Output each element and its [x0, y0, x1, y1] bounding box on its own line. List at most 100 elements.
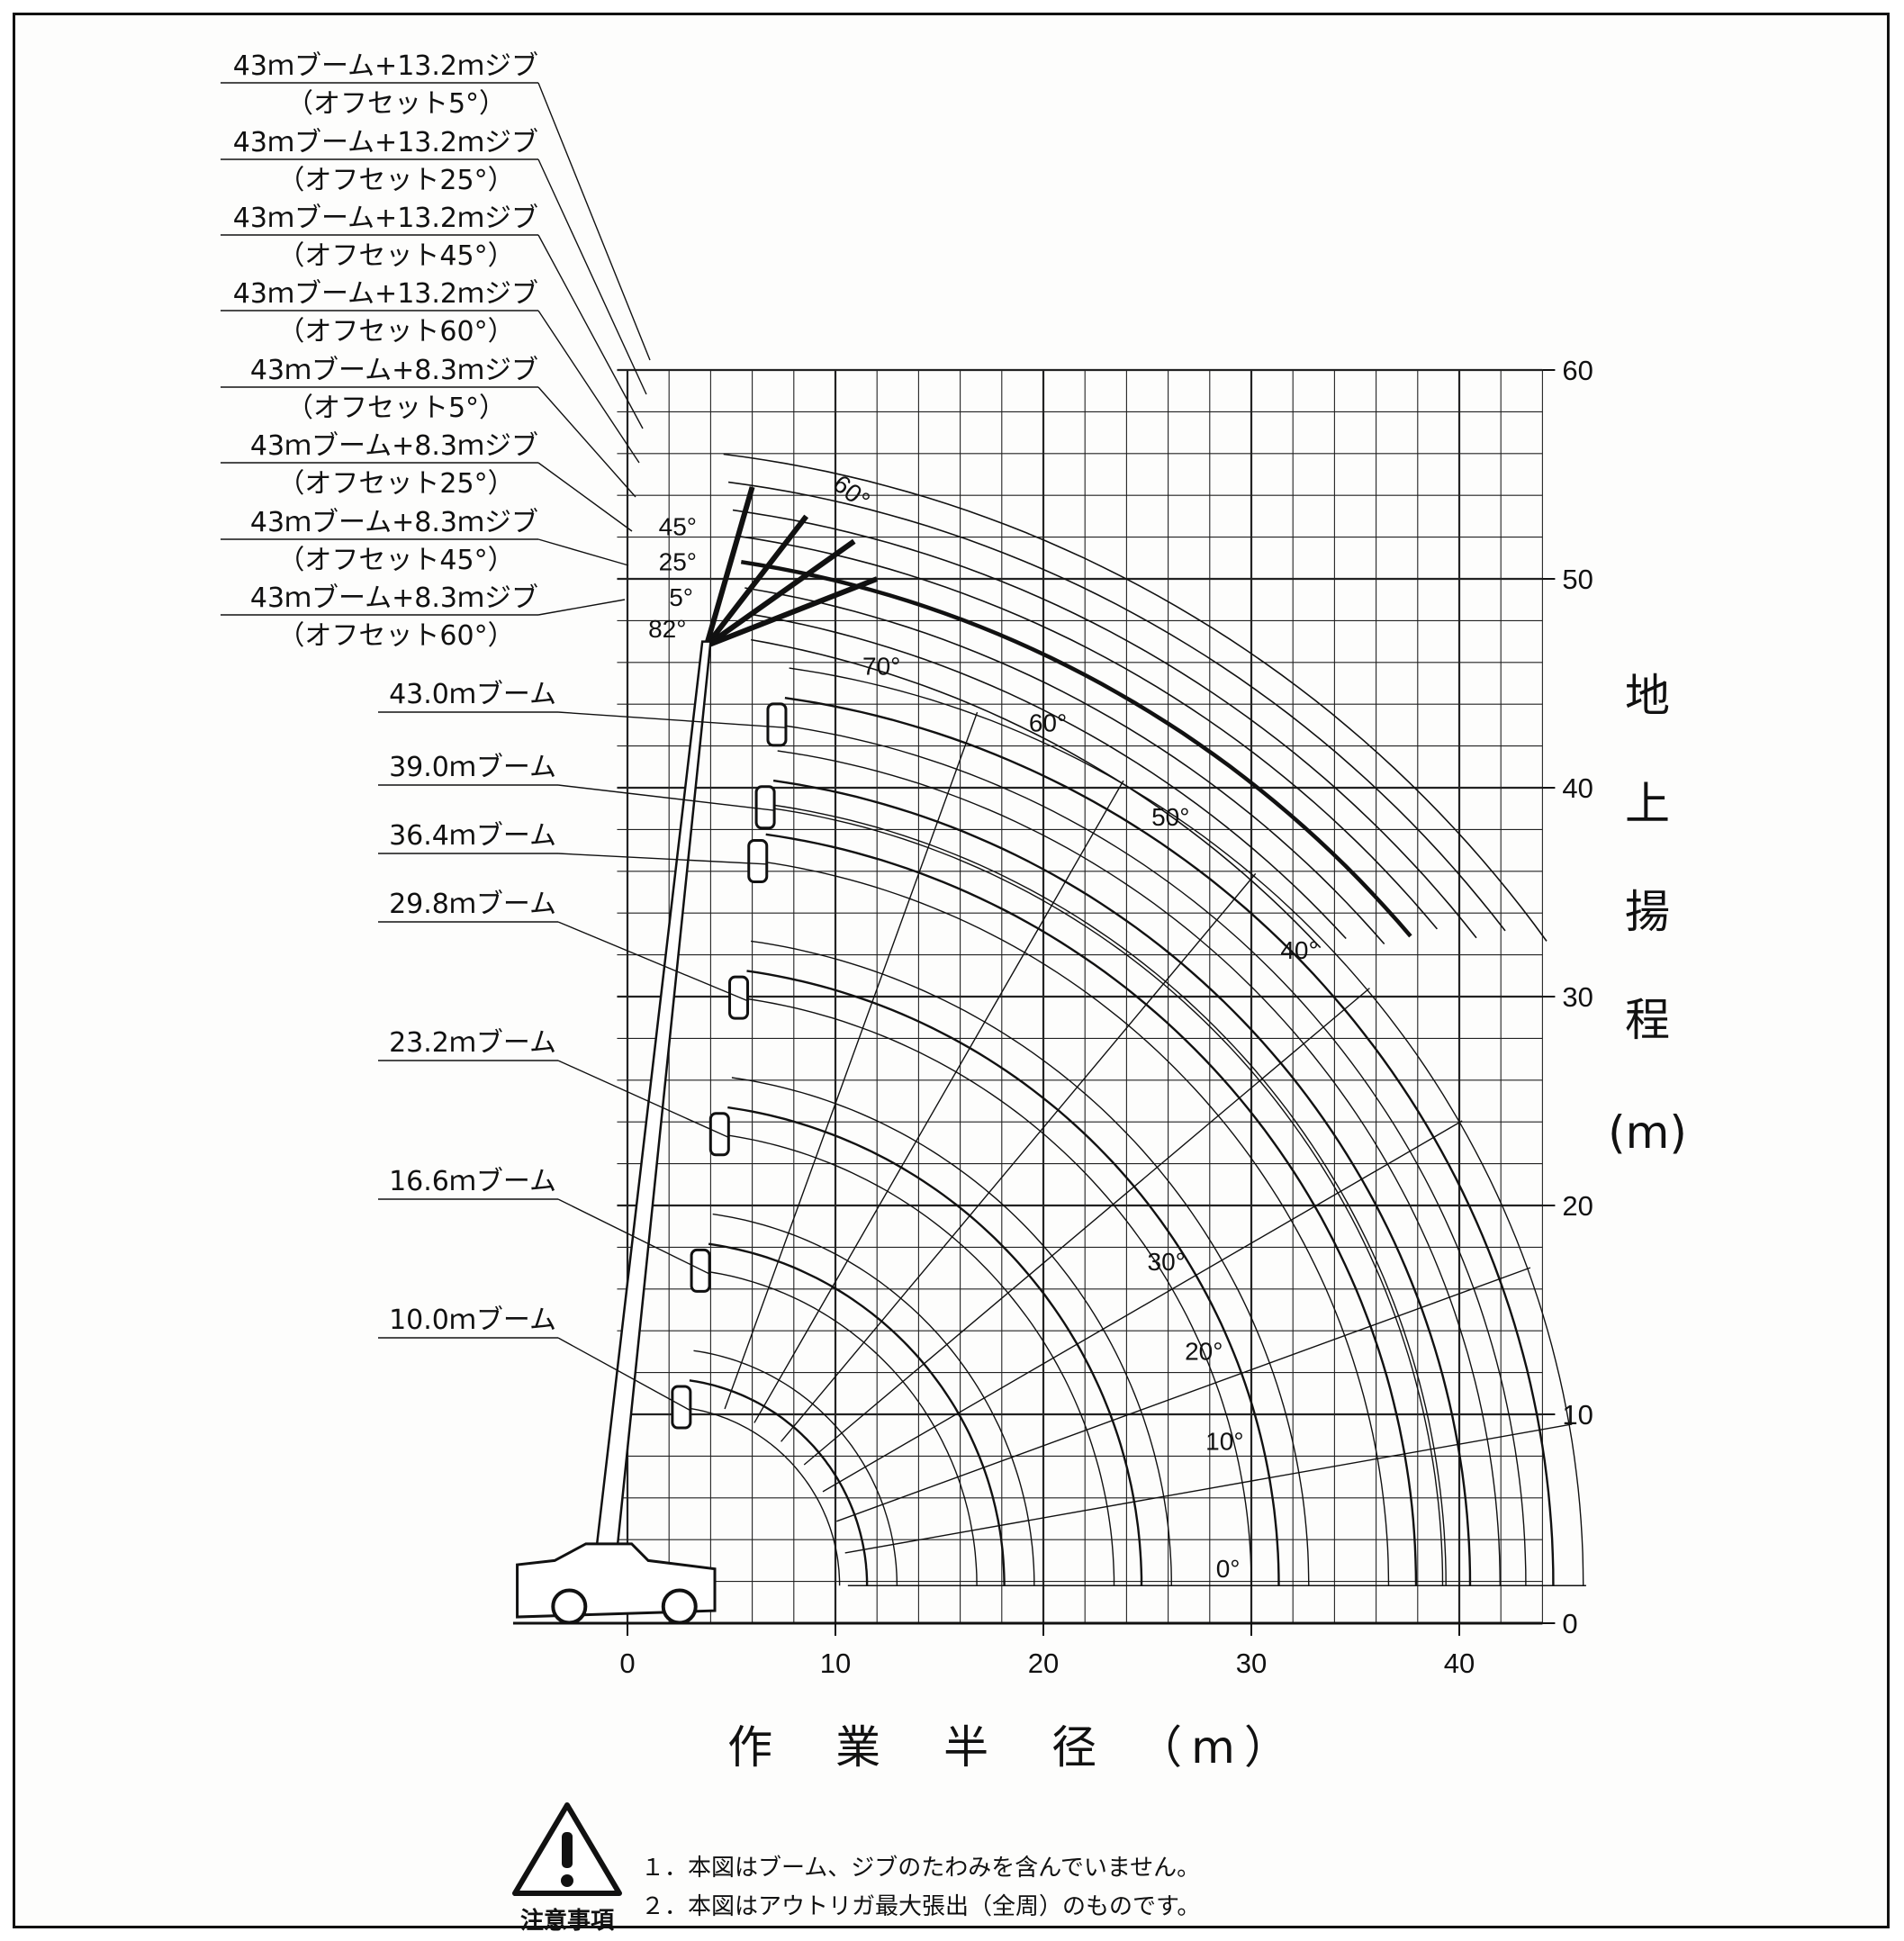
- boom-arc: [689, 1379, 869, 1586]
- label-leader: [557, 711, 786, 728]
- boom-angle-ray: [803, 988, 1370, 1466]
- boom-angle-ray: [822, 1120, 1463, 1493]
- boom-arcs: [685, 667, 1584, 1586]
- boom-series-label: 16.6ｍブーム: [389, 1166, 556, 1197]
- label-leaders: 43ｍブーム+13.2ｍジブ （オフセット5°） 43ｍブーム+13.2ｍジブ （オフ…: [221, 50, 786, 1411]
- jib-series-label: 43ｍブーム+8.3ｍジブ: [250, 507, 538, 538]
- offset-angle-label: 5°: [669, 583, 693, 611]
- label-leader: [537, 599, 626, 616]
- boom-angle-label: 82°: [648, 615, 686, 643]
- y-tick-label: 50: [1562, 564, 1593, 595]
- label-leader: [537, 82, 651, 361]
- hook-block: [671, 1385, 692, 1430]
- boom-arc: [762, 861, 1390, 1586]
- boom-angle-ray: [781, 872, 1257, 1442]
- boom-arc: [772, 779, 1472, 1586]
- y-axis-title-5: (m): [1608, 1106, 1687, 1159]
- y-axis-title-4: 程: [1625, 994, 1670, 1046]
- angle-rays: 0°10°20°30°40°50°60°70°82°45°25°5°60°: [648, 469, 1586, 1586]
- jib-arc: [723, 453, 1548, 942]
- jib-arm: [704, 514, 809, 648]
- hook-block: [690, 1248, 711, 1293]
- jib-arm: [705, 576, 879, 649]
- boom-arc: [751, 940, 1310, 1586]
- hook-block: [747, 839, 769, 884]
- boom-arc: [708, 1242, 1006, 1586]
- jib-arm: [703, 486, 755, 647]
- y-axis-title-1: 地: [1625, 670, 1670, 722]
- boom-arc: [784, 697, 1555, 1586]
- hook-block: [754, 785, 776, 830]
- jib-series-sublabel: （オフセット5°）: [286, 88, 506, 120]
- warning-block: 注意事項 １．本図はブーム、ジブのたわみを含んでいません。 ２．本図はアウトリガ…: [512, 1802, 1200, 1935]
- label-leader: [557, 1060, 728, 1138]
- y-tick-label: 60: [1562, 355, 1593, 386]
- jib-arc: [744, 587, 1385, 945]
- wheel-front: [551, 1588, 588, 1625]
- boom-angle-label: 60°: [1029, 709, 1067, 736]
- tick-labels: 0 10 20 30 40 0 10 20 30 40 50 60: [619, 355, 1593, 1679]
- jib-arc: [732, 509, 1477, 939]
- boom-arc: [765, 833, 1418, 1586]
- y-tick-label: 10: [1562, 1399, 1593, 1431]
- boom-angle-ray: [724, 711, 979, 1410]
- boom-arc: [712, 1213, 1035, 1586]
- jib-arc: [736, 535, 1439, 930]
- boom-arc: [743, 998, 1252, 1586]
- jib-series-sublabel: （オフセット60°）: [277, 316, 514, 348]
- boom-arc: [769, 807, 1444, 1586]
- jib-series-label: 43ｍブーム+13.2ｍジブ: [233, 50, 538, 82]
- jib-series-sublabel: （オフセット45°）: [277, 240, 514, 272]
- y-axis-title-3: 揚: [1625, 886, 1670, 938]
- warning-caption: 注意事項: [520, 1907, 615, 1935]
- jib-series-label: 43ｍブーム+13.2ｍジブ: [233, 278, 538, 310]
- label-leader: [557, 921, 748, 1002]
- jib-arc: [747, 613, 1347, 940]
- boom-angle-label: 40°: [1280, 936, 1318, 964]
- boom-angle-label: 20°: [1185, 1338, 1223, 1366]
- label-leader: [557, 784, 774, 811]
- y-axis-title-2: 上: [1625, 778, 1670, 830]
- boom-angle-ray: [844, 1423, 1573, 1554]
- jib-series-sublabel: （オフセット5°）: [286, 393, 506, 424]
- jib-series-label: 43ｍブーム+8.3ｍジブ: [250, 430, 538, 462]
- jib-arcs: [703, 453, 1548, 949]
- jib-series-sublabel: （オフセット25°）: [277, 468, 514, 500]
- boom-angle-label: 10°: [1205, 1427, 1243, 1455]
- label-leader: [557, 1337, 690, 1411]
- boom-arc: [777, 750, 1501, 1586]
- boom-angle-label: 30°: [1148, 1248, 1186, 1276]
- y-tick-label: 30: [1562, 981, 1593, 1013]
- y-tick-label: 0: [1562, 1608, 1577, 1639]
- x-tick-label: 20: [1028, 1648, 1059, 1679]
- jib-series-sublabel: （オフセット60°）: [277, 620, 514, 652]
- jib-series-label: 43ｍブーム+8.3ｍジブ: [250, 582, 538, 614]
- jib-series-label: 43ｍブーム+13.2ｍジブ: [233, 127, 538, 158]
- wheel-rear: [661, 1588, 698, 1625]
- boom-series-label: 36.4ｍブーム: [389, 820, 556, 852]
- boom-series-label: 29.8ｍブーム: [389, 889, 556, 920]
- boom-arc: [727, 1106, 1143, 1586]
- boom-arc: [685, 1407, 841, 1586]
- boom-arc: [723, 1133, 1115, 1586]
- boom-angle-ray: [753, 780, 1124, 1423]
- jib-arc: [740, 559, 1412, 938]
- jib-series-label: 43ｍブーム+13.2ｍジブ: [233, 203, 538, 234]
- label-leader: [537, 538, 629, 566]
- label-leader: [537, 158, 647, 395]
- warning-exclamation-icon: [562, 1832, 573, 1868]
- hook-block: [708, 1112, 730, 1157]
- boom-arc: [781, 724, 1527, 1586]
- x-tick-label: 0: [619, 1648, 635, 1679]
- label-leader: [537, 310, 640, 464]
- offset-angle-label: 25°: [659, 548, 697, 576]
- x-tick-label: 30: [1236, 1648, 1267, 1679]
- boom-arc: [693, 1350, 898, 1586]
- offset-angle-label: 45°: [659, 512, 697, 540]
- y-axis-title: 地 上 揚 程 (m): [1608, 670, 1687, 1159]
- warning-dot-icon: [561, 1874, 573, 1887]
- label-leader: [537, 234, 644, 429]
- jib-series-label: 43ｍブーム+8.3ｍジブ: [250, 355, 538, 386]
- label-leader: [537, 386, 636, 498]
